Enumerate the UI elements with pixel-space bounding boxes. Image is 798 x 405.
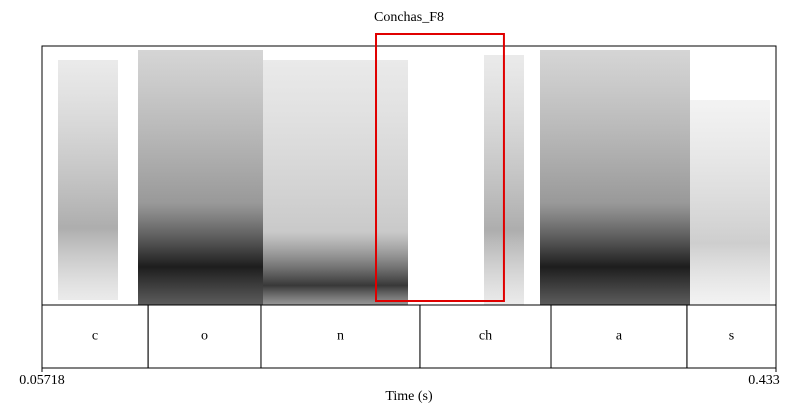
interval-label: a	[616, 329, 623, 344]
texture	[263, 60, 408, 305]
texture	[690, 100, 770, 305]
texture	[540, 50, 690, 305]
x-tick-label: 0.433	[748, 373, 780, 388]
texture	[58, 60, 118, 300]
texture	[138, 50, 263, 305]
interval-label: n	[337, 329, 344, 344]
highlight-box	[375, 33, 505, 302]
interval	[686, 304, 777, 369]
spectrogram-texture	[58, 50, 770, 305]
interval-label: o	[201, 329, 208, 344]
x-axis-label: Time (s)	[385, 389, 433, 404]
interval-label: ch	[479, 329, 492, 344]
interval-label: s	[729, 329, 734, 344]
x-tick-label: 0.05718	[19, 373, 65, 388]
chart-title: Conchas_F8	[374, 10, 444, 25]
interval-label: c	[92, 329, 98, 344]
